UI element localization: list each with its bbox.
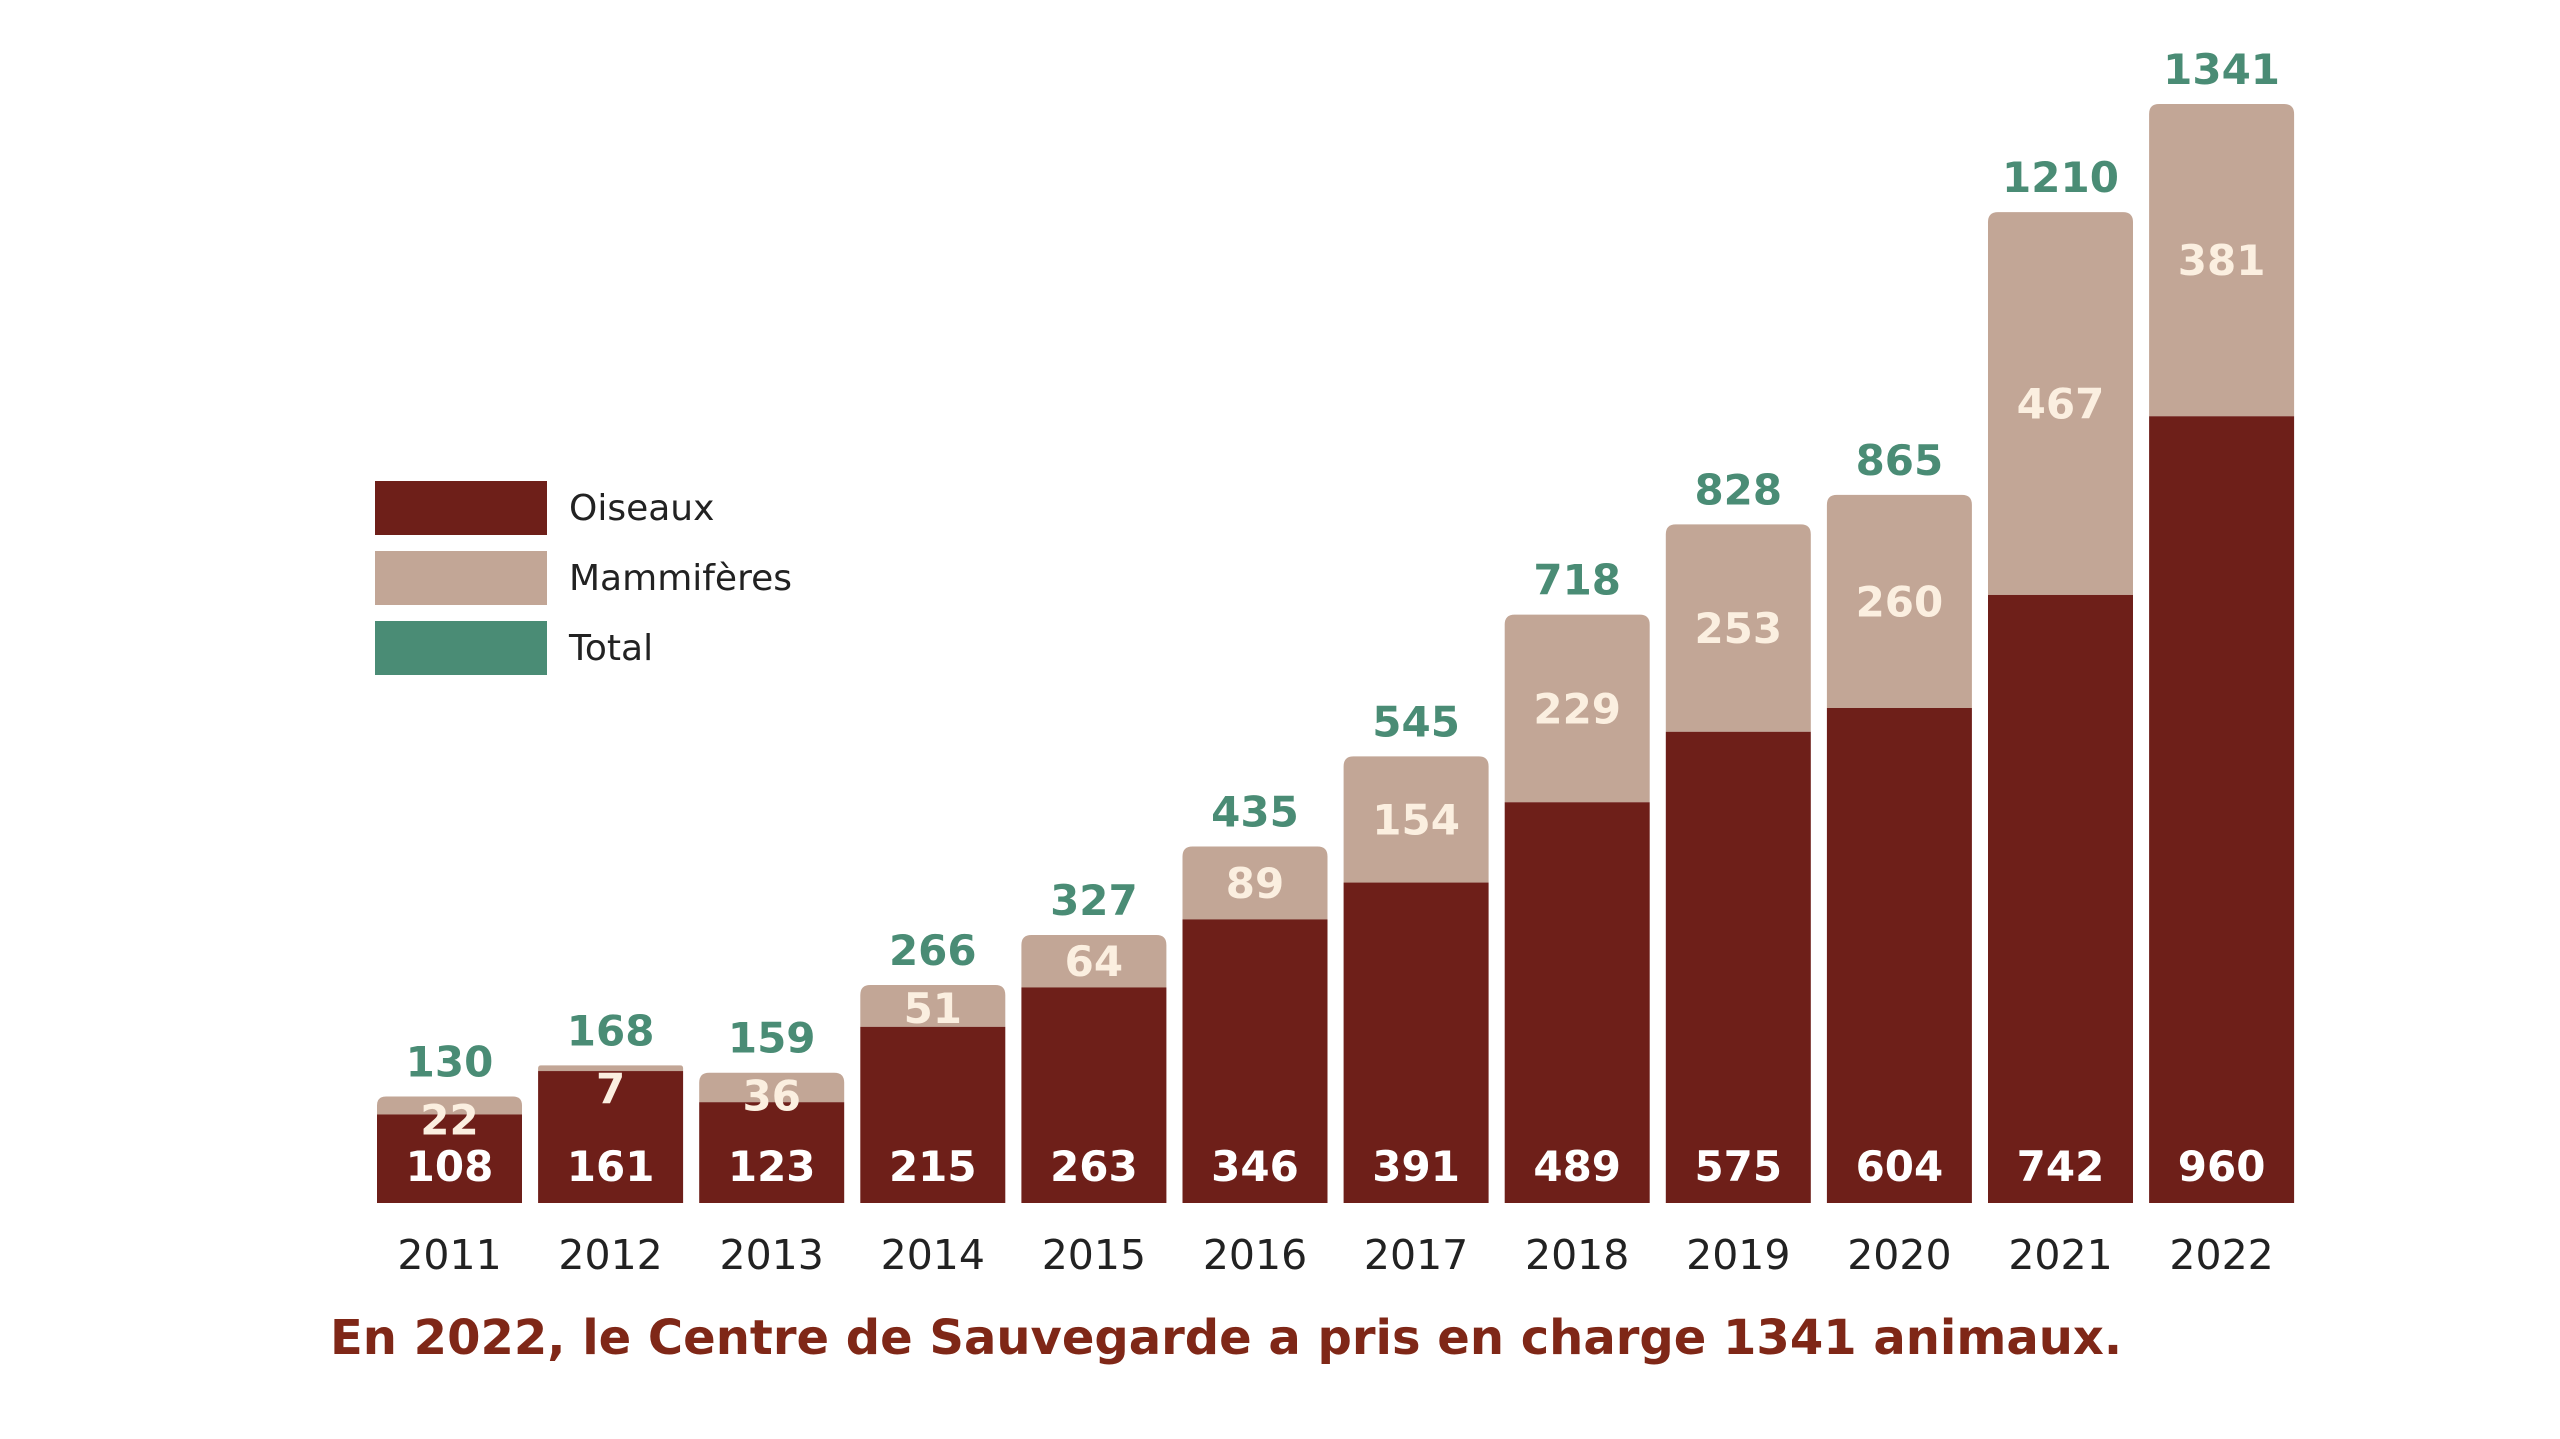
label-oiseaux-2020: 604 (1856, 1142, 1944, 1191)
legend-swatch-mammiferes (375, 551, 547, 605)
bar-mammiferes-2011 (377, 1096, 522, 1115)
bar-oiseaux-2022 (2149, 416, 2295, 1203)
bar-oiseaux-2017 (1343, 882, 1489, 1203)
x-tick-label-2022: 2022 (2169, 1231, 2273, 1279)
bar-mammiferes-2020 (1826, 494, 1972, 708)
bar-mammiferes-2017 (1343, 756, 1489, 883)
label-mammiferes-2013: 36 (742, 1072, 800, 1121)
label-total-2013: 159 (728, 1014, 816, 1063)
bar-mammiferes-2012 (538, 1065, 684, 1072)
label-mammiferes-2012: 7 (596, 1064, 625, 1113)
label-oiseaux-2022: 960 (2178, 1142, 2266, 1191)
label-mammiferes-2018: 229 (1533, 684, 1621, 733)
x-tick-label-2018: 2018 (1525, 1231, 1629, 1279)
x-tick-label-2011: 2011 (397, 1231, 501, 1279)
label-mammiferes-2016: 89 (1226, 859, 1284, 908)
label-total-2012: 168 (567, 1006, 655, 1055)
bar-mammiferes-2014 (860, 985, 1006, 1027)
label-total-2015: 327 (1050, 876, 1138, 925)
label-mammiferes-2011: 22 (420, 1095, 478, 1144)
bar-oiseaux-2013 (699, 1102, 845, 1203)
bar-oiseaux-2019 (1665, 731, 1811, 1203)
legend-item-total: Total (375, 620, 792, 676)
legend-label-total: Total (569, 627, 654, 669)
label-total-2019: 828 (1694, 465, 1782, 514)
label-mammiferes-2017: 154 (1372, 795, 1460, 844)
year-axis-labels: 2011 2012 2013 2014 2015 2016 2017 2018 2019 2020… (397, 1231, 2273, 1279)
x-tick-label-2021: 2021 (2008, 1231, 2112, 1279)
x-tick-label-2019: 2019 (1686, 1231, 1790, 1279)
x-tick-label-2016: 2016 (1203, 1231, 1307, 1279)
legend-label-oiseaux: Oiseaux (569, 487, 715, 529)
bar-oiseaux-2018 (1504, 802, 1650, 1203)
x-tick-label-2012: 2012 (558, 1231, 662, 1279)
label-oiseaux-2019: 575 (1694, 1142, 1782, 1191)
bar-oiseaux-2012 (538, 1071, 684, 1203)
total-labels-group: 130 168 159 266 327 435 545 718 828 865 1210 1341 (406, 45, 2280, 1086)
label-total-2016: 435 (1211, 788, 1299, 837)
label-oiseaux-2018: 489 (1533, 1142, 1621, 1191)
bar-mammiferes-2021 (1988, 212, 2133, 595)
label-total-2014: 266 (889, 926, 977, 975)
label-oiseaux-2017: 391 (1372, 1142, 1460, 1191)
bar-oiseaux-2011 (377, 1114, 522, 1203)
legend-label-mammiferes: Mammifères (569, 557, 792, 599)
x-tick-label-2017: 2017 (1364, 1231, 1468, 1279)
label-oiseaux-2013: 123 (728, 1142, 816, 1191)
label-total-2011: 130 (406, 1037, 494, 1086)
bar-mammiferes-2019 (1665, 524, 1811, 732)
legend-item-oiseaux: Oiseaux (375, 480, 792, 536)
label-total-2018: 718 (1533, 556, 1621, 605)
bar-oiseaux-2020 (1826, 707, 1972, 1203)
bar-mammiferes-2016 (1182, 846, 1328, 920)
label-oiseaux-2021: 742 (2017, 1142, 2105, 1191)
label-oiseaux-2015: 263 (1050, 1142, 1138, 1191)
chart-caption: En 2022, le Centre de Sauvegarde a pris … (330, 1310, 2123, 1366)
label-mammiferes-2022: 381 (2178, 236, 2266, 285)
bar-oiseaux-2021 (1988, 594, 2133, 1203)
label-total-2017: 545 (1372, 697, 1460, 746)
label-mammiferes-2014: 51 (904, 984, 962, 1033)
label-total-2022: 1341 (2163, 45, 2280, 94)
legend-swatch-total (375, 621, 547, 675)
label-total-2020: 865 (1856, 436, 1944, 485)
bar-mammiferes-2018 (1504, 614, 1650, 803)
bar-oiseaux-2015 (1021, 987, 1167, 1203)
legend: Oiseaux Mammifères Total (375, 480, 792, 690)
bar-mammiferes-2013 (699, 1072, 845, 1103)
bar-mammiferes-2015 (1021, 935, 1167, 988)
legend-item-mammiferes: Mammifères (375, 550, 792, 606)
label-mammiferes-2019: 253 (1694, 604, 1782, 653)
label-oiseaux-2012: 161 (567, 1142, 655, 1191)
bar-oiseaux-2016 (1182, 919, 1328, 1203)
label-oiseaux-2011: 108 (406, 1142, 494, 1191)
label-oiseaux-2014: 215 (889, 1142, 977, 1191)
label-total-2021: 1210 (2002, 153, 2119, 202)
x-tick-label-2013: 2013 (720, 1231, 824, 1279)
x-tick-label-2020: 2020 (1847, 1231, 1951, 1279)
bar-oiseaux-2014 (860, 1026, 1006, 1203)
x-tick-label-2015: 2015 (1042, 1231, 1146, 1279)
label-mammiferes-2015: 64 (1065, 937, 1123, 986)
bars-group (377, 104, 2295, 1203)
label-mammiferes-2021: 467 (2017, 380, 2105, 429)
bar-mammiferes-2022 (2149, 104, 2295, 417)
label-mammiferes-2020: 260 (1856, 577, 1944, 626)
label-oiseaux-2016: 346 (1211, 1142, 1299, 1191)
legend-swatch-oiseaux (375, 481, 547, 535)
x-tick-label-2014: 2014 (881, 1231, 985, 1279)
